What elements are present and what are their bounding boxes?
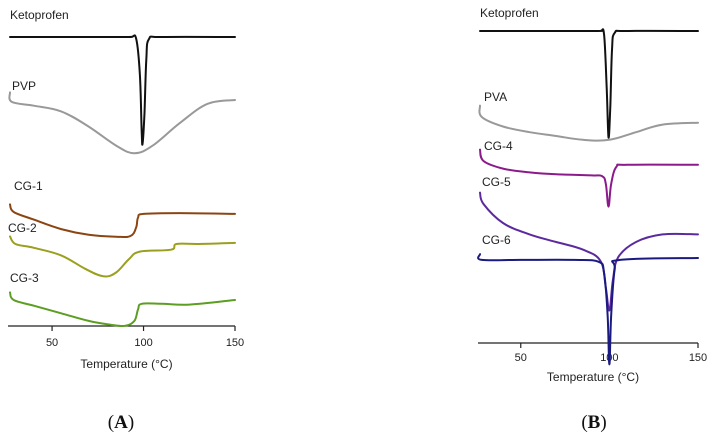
x-tick-label: 150 bbox=[226, 337, 244, 349]
series-line-cg-3 bbox=[9, 291, 236, 328]
series-line-ketoprofen bbox=[9, 34, 236, 146]
x-tick-label: 150 bbox=[689, 352, 707, 364]
series-label-cg-4: CG-4 bbox=[484, 139, 513, 153]
series-label-cg-6: CG-6 bbox=[482, 233, 511, 247]
series-label-cg-2: CG-2 bbox=[8, 221, 37, 235]
series-line-cg-2 bbox=[9, 235, 236, 278]
series-line-cg-5 bbox=[479, 191, 699, 312]
series-line-pvp bbox=[8, 91, 236, 155]
series-line-ketoprofen bbox=[479, 28, 699, 139]
series-label-ketoprofen: Ketoprofen bbox=[10, 8, 69, 22]
panel-a: 50 100 150 Temperature (°C) Ketoprofen PVP CG-… bbox=[8, 8, 244, 433]
panel-label: (A) bbox=[108, 412, 134, 433]
panel-label: (B) bbox=[581, 412, 606, 433]
series-label-pvp: PVP bbox=[12, 79, 36, 93]
series-line-cg-4 bbox=[479, 148, 699, 208]
series-label-cg-3: CG-3 bbox=[10, 271, 39, 285]
series-label-cg-5: CG-5 bbox=[482, 175, 511, 189]
x-tick-label: 50 bbox=[46, 337, 58, 349]
series-label-cg-1: CG-1 bbox=[14, 179, 43, 193]
x-axis-title: Temperature (°C) bbox=[80, 357, 172, 371]
series-line-cg-1 bbox=[9, 203, 236, 239]
x-tick-label: 100 bbox=[134, 337, 152, 349]
series-label-pva: PVA bbox=[484, 90, 507, 104]
series-line-pva bbox=[478, 104, 699, 142]
series-label-ketoprofen: Ketoprofen bbox=[480, 6, 539, 20]
series-line-cg-6 bbox=[477, 253, 699, 366]
x-axis-title: Temperature (°C) bbox=[547, 370, 639, 384]
x-tick-label: 50 bbox=[515, 352, 527, 364]
